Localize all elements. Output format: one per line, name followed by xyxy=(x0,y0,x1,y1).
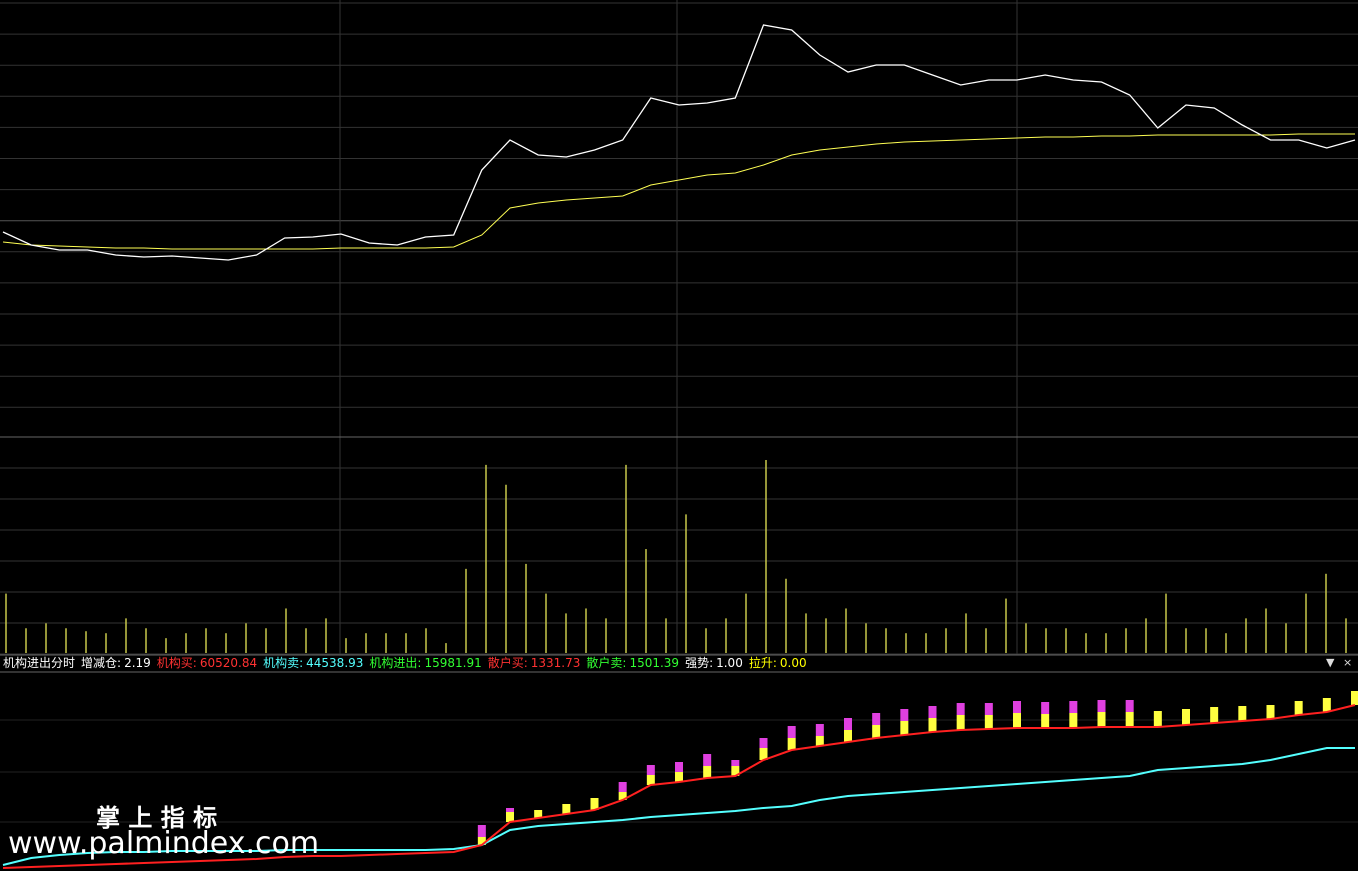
yellow-bar xyxy=(703,766,712,778)
magenta-bar xyxy=(703,754,712,766)
indicator-value: 44538.93 xyxy=(306,656,364,670)
magenta-bar xyxy=(646,765,655,775)
magenta-bar xyxy=(956,703,965,715)
dropdown-icon[interactable]: ▼ xyxy=(1326,656,1335,669)
magenta-bar xyxy=(844,718,852,730)
yellow-bar xyxy=(1266,705,1275,719)
indicator-label: 机构买: xyxy=(156,656,197,670)
price-line xyxy=(2,24,1356,261)
magenta-bar xyxy=(618,782,627,792)
indicator: 机构卖: 44538.93 xyxy=(263,655,363,671)
yellow-bar xyxy=(1013,713,1021,728)
magenta-bar xyxy=(1041,702,1050,714)
magenta-bar xyxy=(477,825,486,837)
yellow-bar xyxy=(872,725,881,738)
indicator-label: 散户买: xyxy=(487,656,528,670)
yellow-bar xyxy=(646,775,655,785)
yellow-bar xyxy=(590,798,599,810)
magenta-bar xyxy=(900,709,909,721)
yellow-bar xyxy=(1097,712,1106,727)
indicator: 强势: 1.00 xyxy=(685,655,743,671)
magenta-bar xyxy=(787,726,796,738)
yellow-bar xyxy=(928,718,937,732)
yellow-bar xyxy=(815,736,824,746)
yellow-bar xyxy=(844,730,852,742)
yellow-bar xyxy=(1041,714,1050,728)
magenta-bar xyxy=(506,808,514,812)
indicator-value: 1331.73 xyxy=(530,656,581,670)
magenta-bar xyxy=(675,762,683,772)
indicator-value: 2.19 xyxy=(124,656,151,670)
indicator: 机构进出: 15981.91 xyxy=(369,655,481,671)
yellow-bar xyxy=(1210,707,1219,723)
yellow-bar xyxy=(477,837,486,845)
buy-line xyxy=(2,704,1356,869)
yellow-bar xyxy=(618,792,627,800)
indicator-value: 1501.39 xyxy=(629,656,680,670)
indicator: 散户买: 1331.73 xyxy=(488,655,581,671)
yellow-bar xyxy=(1182,709,1190,725)
yellow-bar xyxy=(956,715,965,730)
yellow-bar xyxy=(731,766,740,776)
magenta-bar xyxy=(872,713,881,725)
magenta-bar xyxy=(984,703,993,715)
magenta-bar xyxy=(731,760,740,766)
magenta-bar xyxy=(1013,701,1021,713)
indicator-label: 机构卖: xyxy=(263,656,304,670)
yellow-bar xyxy=(1125,712,1134,727)
yellow-bar xyxy=(1322,698,1331,712)
indicator-label: 散户卖: xyxy=(586,656,627,670)
close-icon[interactable]: × xyxy=(1343,656,1353,669)
yellow-bar xyxy=(1069,713,1078,728)
yellow-bar xyxy=(759,748,768,760)
watermark-url: www.palmindex.com xyxy=(8,826,320,861)
indicator-label: 拉升: xyxy=(748,656,777,670)
indicator: 拉升: 0.00 xyxy=(749,655,807,671)
watermark-title: 掌 上 指 标 xyxy=(96,803,218,832)
magenta-bar xyxy=(815,724,824,736)
indicator-label: 机构进出: xyxy=(369,656,422,670)
indicator-value: 60520.84 xyxy=(199,656,258,670)
yellow-bar xyxy=(506,812,514,822)
magenta-bar xyxy=(1097,700,1106,712)
yellow-bar xyxy=(787,738,796,750)
indicator: 散户卖: 1501.39 xyxy=(586,655,679,671)
yellow-bar xyxy=(900,721,909,735)
indicator-value: 1.00 xyxy=(716,656,743,670)
indicator-value: 15981.91 xyxy=(424,656,482,670)
yellow-bar xyxy=(1294,701,1303,715)
indicator-header: 机构进出分时 增减仓: 2.19 机构买: 60520.84 机构卖: 44538.93 机… xyxy=(3,655,807,671)
magenta-bar xyxy=(759,738,768,748)
indicator-label: 增减仓: xyxy=(81,656,122,670)
magenta-bar xyxy=(928,706,937,718)
yellow-bar xyxy=(984,715,993,729)
indicator: 机构买: 60520.84 xyxy=(157,655,257,671)
yellow-bar xyxy=(675,772,683,782)
magenta-bar xyxy=(1125,700,1134,712)
indicator-value: 0.00 xyxy=(779,656,807,670)
indicator-label: 强势: xyxy=(685,656,714,670)
yellow-bar xyxy=(1153,711,1162,727)
indicator-title: 机构进出分时 xyxy=(3,656,76,670)
yellow-bar xyxy=(562,804,571,814)
yellow-bar xyxy=(534,810,543,818)
magenta-bar xyxy=(1069,701,1078,713)
yellow-bar xyxy=(1238,706,1247,721)
indicator: 增减仓: 2.19 xyxy=(81,655,151,671)
sell-line xyxy=(2,747,1355,866)
yellow-bar xyxy=(1351,691,1358,705)
average-line xyxy=(2,133,1355,250)
